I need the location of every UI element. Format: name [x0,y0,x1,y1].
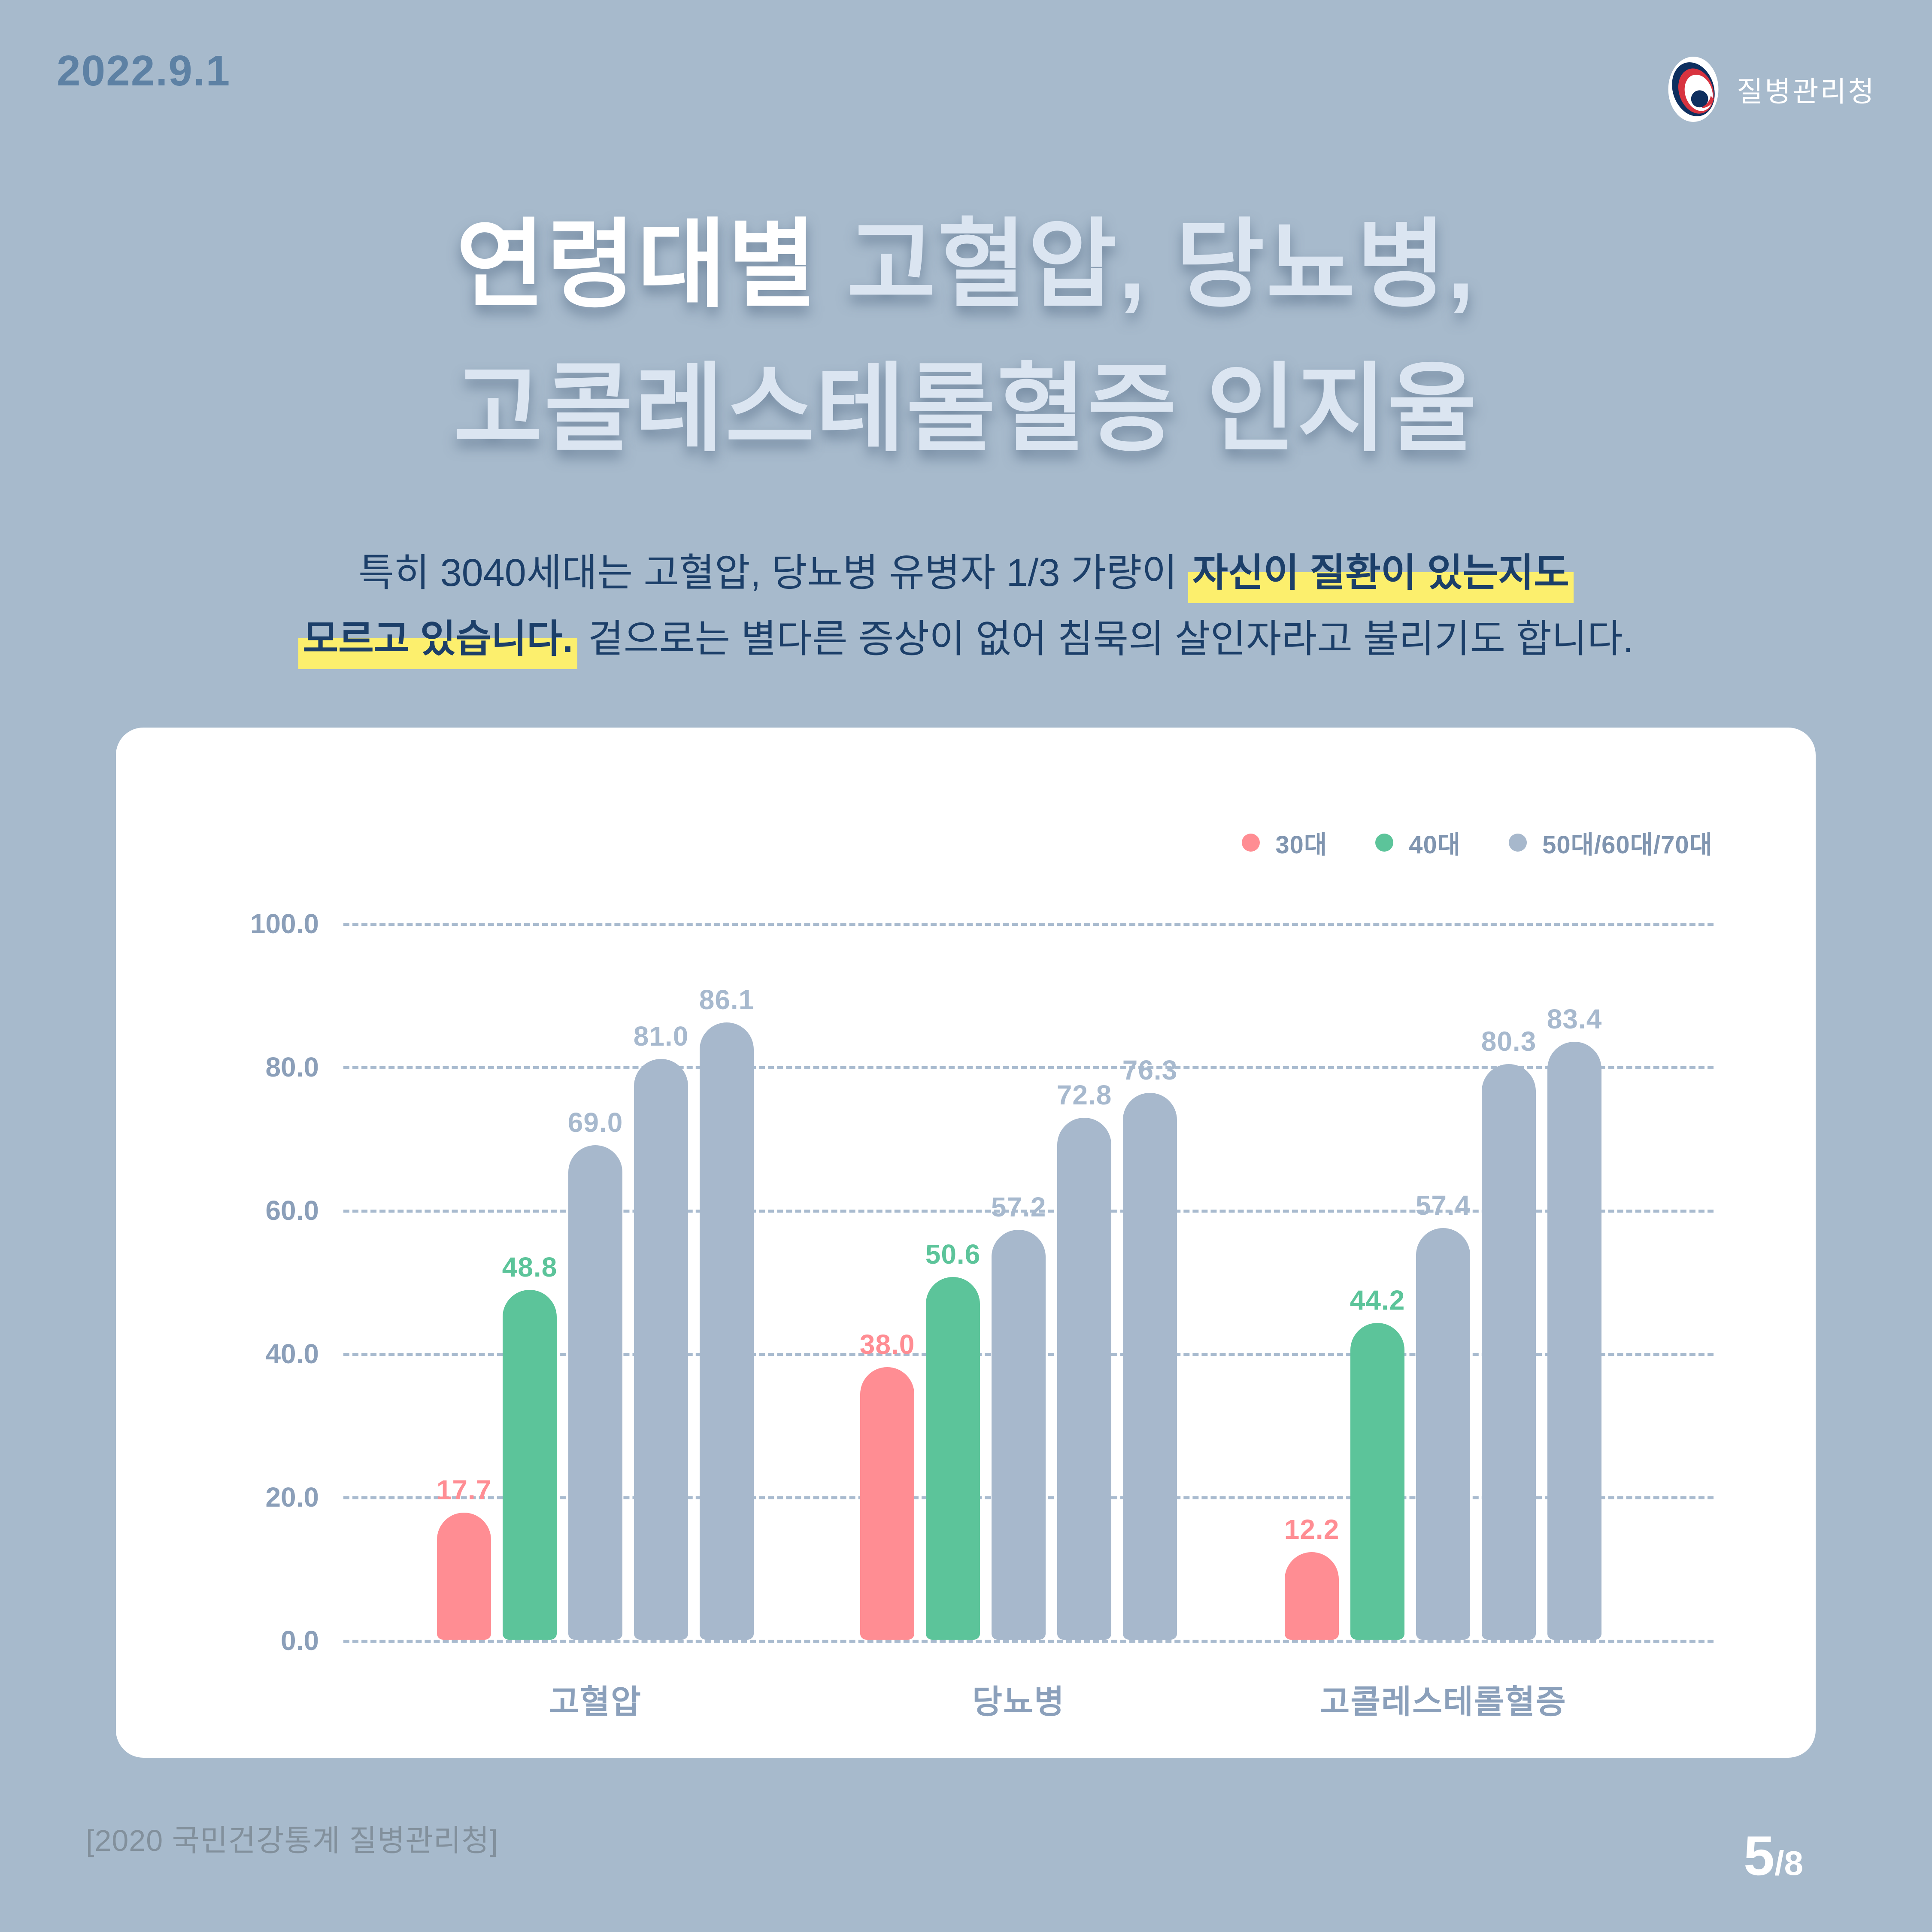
legend-item: 50대/60대/70대 [1509,825,1713,861]
title-line-2: 고콜레스테롤혈증 인지율 [453,355,1479,463]
bar-고콜레스테롤혈증-50대 [1416,1228,1470,1640]
bar-value-label: 83.4 [1547,1004,1602,1034]
bar-당뇨병-30대 [860,1367,914,1640]
page-number-total: /8 [1774,1844,1803,1882]
y-axis-tick-label: 60.0 [265,1195,319,1226]
y-axis-tick-label: 20.0 [265,1482,319,1513]
legend-item: 40대 [1375,825,1461,861]
subtitle-line2-normal: 겉으로는 별다른 증상이 없어 침묵의 살인자라고 불리기도 합니다. [577,618,1634,661]
title-emphasis: 연령대별 [456,210,819,318]
bar-chart-plot: 17.7 48.8 69.0 81.0 86.1 38.0 50.6 57.2 72.8 76.3… [343,923,1714,1643]
title-line-1: 연령대별 고혈압, 당뇨병, [0,192,1932,337]
subtitle-line1-highlighted: 자신이 질환이 있는지도 [1188,552,1574,603]
bar-당뇨병-60대 [1057,1118,1111,1640]
gridline [343,1640,1714,1643]
bar-value-label: 38.0 [859,1329,915,1360]
legend-label: 40대 [1409,831,1461,859]
logo-agency-name: 질병관리청 [1737,76,1876,107]
taegeuk-government-icon [1668,57,1719,122]
category-label: 고콜레스테롤혈증 [1319,1684,1567,1720]
gridline [343,923,1714,926]
bar-고콜레스테롤혈증-40대 [1350,1323,1404,1640]
y-axis-tick-label: 80.0 [265,1052,319,1083]
bar-고콜레스테롤혈증-70대 [1547,1042,1601,1640]
subtitle-text: 특히 3040세대는 고혈압, 당뇨병 유병자 1/3 가량이 자신이 질환이 … [0,540,1932,672]
gridline [343,1210,1714,1213]
subtitle-line2-highlighted: 모르고 있습니다. [298,618,577,669]
page-number: 5 /8 [1744,1823,1803,1888]
legend-item: 30대 [1242,825,1327,861]
bar-당뇨병-50대 [992,1230,1046,1640]
source-citation: [2020 국민건강통계 질병관리청] [86,1824,498,1857]
bar-value-label: 72.8 [1056,1080,1112,1110]
bar-고콜레스테롤혈증-60대 [1482,1064,1536,1640]
date-label: 2022.9.1 [57,47,231,95]
bar-value-label: 80.3 [1481,1026,1537,1057]
bar-고혈압-70대 [700,1022,754,1640]
legend-dot-icon [1375,834,1394,852]
bar-당뇨병-40대 [926,1277,980,1640]
bar-value-label: 57.4 [1415,1190,1471,1221]
title-line1-rest: 고혈압, 당뇨병, [818,210,1476,318]
y-axis-tick-label: 40.0 [265,1338,319,1369]
category-label: 고혈압 [549,1684,642,1720]
legend-label: 50대/60대/70대 [1542,831,1713,859]
bar-value-label: 69.0 [567,1107,623,1138]
chart-legend: 30대 40대 50대/60대/70대 [1242,825,1713,861]
bar-value-label: 50.6 [925,1239,981,1270]
bar-고혈압-60대 [634,1059,688,1640]
bar-고혈압-30대 [437,1513,491,1640]
gridline [343,1066,1714,1069]
kdca-logo: 질병관리청 [1668,57,1876,122]
chart-card: 30대 40대 50대/60대/70대 100.0 80.0 60.0 40.0 20.0 0… [116,728,1816,1758]
y-axis-tick-label: 0.0 [281,1625,319,1656]
y-axis-tick-label: 100.0 [250,908,319,939]
page-title: 연령대별 고혈압, 당뇨병, 고콜레스테롤혈증 인지율 [0,192,1932,481]
category-label: 당뇨병 [972,1684,1065,1720]
subtitle-line-1: 특히 3040세대는 고혈압, 당뇨병 유병자 1/3 가량이 자신이 질환이 … [0,540,1932,606]
subtitle-line1-normal: 특히 3040세대는 고혈압, 당뇨병 유병자 1/3 가량이 [358,552,1188,594]
bar-value-label: 76.3 [1122,1055,1178,1086]
bar-value-label: 48.8 [502,1252,558,1283]
bar-고혈압-40대 [503,1290,557,1640]
legend-dot-icon [1242,834,1260,852]
bar-value-label: 17.7 [436,1474,492,1505]
bar-value-label: 12.2 [1284,1514,1340,1545]
bar-당뇨병-70대 [1123,1093,1177,1640]
legend-dot-icon [1509,834,1527,852]
bar-value-label: 57.2 [991,1192,1046,1222]
bar-value-label: 81.0 [633,1021,689,1052]
subtitle-line-2: 모르고 있습니다. 겉으로는 별다른 증상이 없어 침묵의 살인자라고 불리기도… [0,606,1932,672]
bar-고혈압-50대 [568,1145,622,1640]
legend-label: 30대 [1275,831,1328,859]
bar-고콜레스테롤혈증-30대 [1285,1552,1339,1640]
bar-value-label: 86.1 [699,984,755,1015]
bar-value-label: 44.2 [1350,1285,1405,1316]
page-number-current: 5 [1743,1824,1775,1887]
